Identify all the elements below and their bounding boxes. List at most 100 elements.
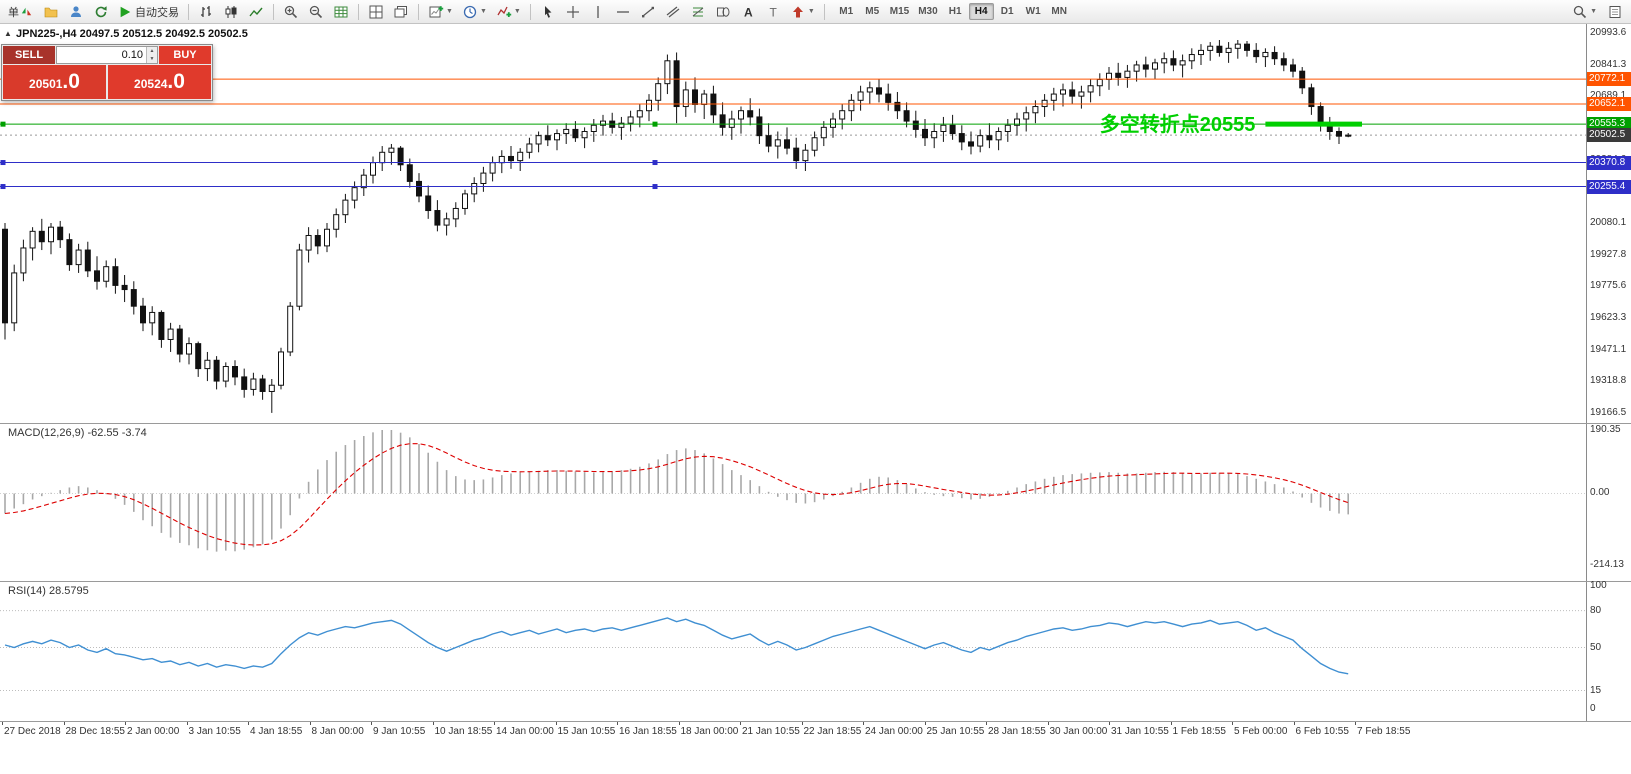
channel-icon <box>666 6 680 17</box>
label-icon: T <box>769 5 777 19</box>
time-tick-mark <box>1232 722 1233 725</box>
lot-size-value[interactable]: 0.10 <box>121 49 143 61</box>
sell-price-main: 20501 <box>29 77 63 91</box>
time-label: 22 Jan 18:55 <box>803 726 862 737</box>
macd-signal-line <box>4 443 1349 546</box>
rsi-chart[interactable] <box>0 582 1586 721</box>
autotrading-label: 自动交易 <box>135 6 179 19</box>
fibonacci-tool-button[interactable] <box>686 2 710 22</box>
time-tick-mark <box>1047 722 1049 725</box>
annotation-trendline[interactable]: 多空转折点20555 <box>1100 112 1362 136</box>
timeframe-m30-button[interactable]: M30 <box>918 6 938 17</box>
candlestick-chart-icon <box>225 5 237 18</box>
sell-price-button[interactable]: 20501 .0 <box>3 65 106 99</box>
channel-tool-button[interactable] <box>661 2 685 22</box>
time-tick-mark <box>801 722 803 725</box>
time-tick-mark <box>555 722 557 725</box>
rsi-line <box>4 617 1349 675</box>
new-order-button[interactable]: 单 <box>4 2 38 22</box>
time-label: 14 Jan 00:00 <box>496 726 554 737</box>
zoom-out-button[interactable] <box>304 2 328 22</box>
time-label: 7 Feb 18:55 <box>1357 726 1411 737</box>
time-tick-mark <box>1355 722 1356 725</box>
crosshair-tool-button[interactable] <box>561 2 585 22</box>
lot-spinner: ▲ ▼ <box>146 47 157 63</box>
price-tick: 19927.8 <box>1590 248 1627 260</box>
shapes-tool-button[interactable] <box>711 2 735 22</box>
macd-tick: 190.35 <box>1590 423 1621 435</box>
time-label: 28 Jan 18:55 <box>988 726 1046 737</box>
horizontal-line-icon <box>616 10 629 13</box>
toolbox-button[interactable] <box>1603 2 1627 22</box>
price-level-badge: 20555.3 <box>1587 117 1631 132</box>
tile-windows-icon <box>369 5 383 18</box>
panel-separator[interactable] <box>0 423 1631 424</box>
time-tick-mark <box>432 722 434 725</box>
lot-increase-button[interactable]: ▲ <box>147 47 157 55</box>
buy-price-button[interactable]: 20524 .0 <box>108 65 211 99</box>
timeframe-m1-button[interactable]: M1 <box>839 6 854 17</box>
label-tool-button[interactable]: T <box>761 2 785 22</box>
price-tick: 20080.1 <box>1590 216 1627 228</box>
macd-chart[interactable] <box>0 424 1586 581</box>
cursor-tool-button[interactable] <box>536 2 560 22</box>
panel-separator[interactable] <box>0 581 1631 582</box>
time-scale[interactable]: 27 Dec 2018 28 Dec 18:55 2 Jan 00:00 3 Jan … <box>0 722 1631 739</box>
buy-button[interactable]: BUY <box>159 46 211 64</box>
search-icon <box>1573 5 1587 18</box>
shapes-icon <box>716 6 730 17</box>
lot-decrease-button[interactable]: ▼ <box>147 55 157 63</box>
autotrading-button[interactable]: 自动交易 <box>114 2 183 22</box>
time-label: 25 Jan 10:55 <box>926 726 985 737</box>
svg-text:T: T <box>769 5 777 19</box>
price-tick: 20689.1 <box>1590 90 1627 102</box>
chevron-down-icon: ▼ <box>513 8 521 15</box>
timeframe-h1-button[interactable]: H1 <box>948 6 962 17</box>
search-button[interactable]: ▼ <box>1568 2 1601 22</box>
profile-button[interactable] <box>64 2 88 22</box>
macd-scale[interactable]: 190.35 0.00 -214.13 <box>1586 424 1631 581</box>
new-chart-button[interactable]: ▼ <box>424 2 457 22</box>
timeframe-d1-button[interactable]: D1 <box>1000 6 1014 17</box>
lot-size-field[interactable]: 0.10 ▲ ▼ <box>56 46 158 64</box>
bar-chart-button[interactable] <box>194 2 218 22</box>
crosshair-icon <box>566 5 579 18</box>
candlestick-chart-button[interactable] <box>219 2 243 22</box>
time-tick-mark <box>1170 722 1172 725</box>
periods-button[interactable]: ▼ <box>458 2 491 22</box>
arrows-icon <box>792 6 803 17</box>
timeframe-m15-button[interactable]: M15 <box>889 6 910 17</box>
indicators-icon <box>497 6 512 17</box>
rsi-scale[interactable]: 100 80 50 15 0 <box>1586 580 1631 721</box>
arrows-tool-button[interactable]: ▼ <box>786 2 819 22</box>
zoom-in-icon <box>284 5 298 18</box>
price-scale[interactable]: 20993.620841.320689.120536.820384.620232… <box>1586 24 1631 423</box>
grid-button[interactable] <box>329 2 353 22</box>
vertical-line-tool-button[interactable] <box>586 2 610 22</box>
trade-panel-collapse-icon[interactable]: ▲ <box>4 29 12 38</box>
charts-folder-button[interactable] <box>39 2 63 22</box>
line-chart-button[interactable] <box>244 2 268 22</box>
refresh-button[interactable] <box>89 2 113 22</box>
timeframe-m5-button[interactable]: M5 <box>865 6 880 17</box>
time-tick-mark <box>371 722 372 725</box>
time-tick-mark <box>1109 722 1110 725</box>
time-label: 27 Dec 2018 <box>4 726 61 737</box>
cascade-windows-button[interactable] <box>389 2 413 22</box>
sell-price-pips: .0 <box>62 70 80 93</box>
timeframe-h4-button[interactable]: H4 <box>968 3 994 20</box>
timeframe-mn-button[interactable]: MN <box>1051 6 1067 17</box>
price-chart[interactable]: 多空转折点20555 <box>0 24 1586 423</box>
tile-windows-button[interactable] <box>364 2 388 22</box>
rsi-tick: 100 <box>1590 580 1607 591</box>
time-tick-mark <box>309 722 311 725</box>
timeframe-w1-button[interactable]: W1 <box>1025 6 1041 17</box>
trendline-tool-button[interactable] <box>636 2 660 22</box>
price-level-badge: 20652.1 <box>1587 97 1631 112</box>
time-tick-mark <box>2 722 3 725</box>
horizontal-line-tool-button[interactable] <box>611 2 635 22</box>
sell-button[interactable]: SELL <box>3 46 55 64</box>
indicators-button[interactable]: ▼ <box>492 2 525 22</box>
zoom-in-button[interactable] <box>279 2 303 22</box>
text-tool-button[interactable]: A <box>736 2 760 22</box>
